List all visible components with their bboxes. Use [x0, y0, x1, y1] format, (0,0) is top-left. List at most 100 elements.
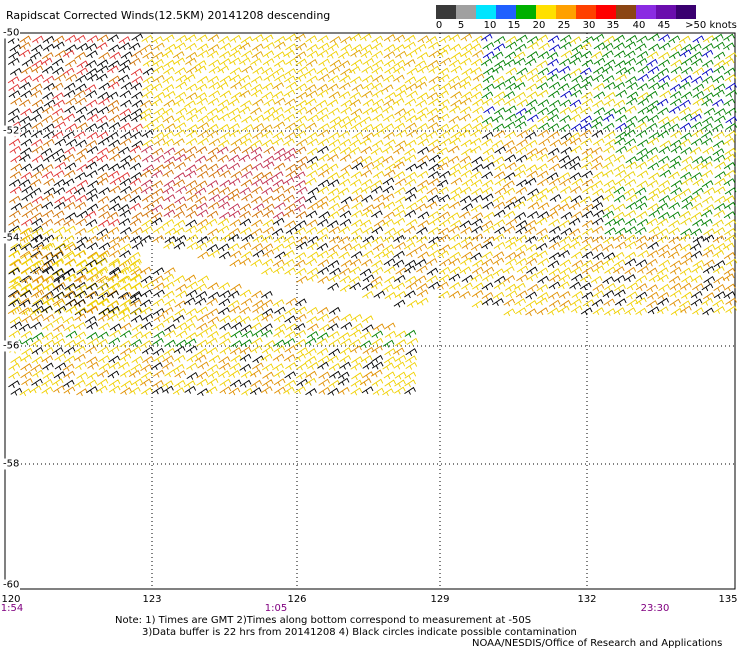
wind-barb: [406, 235, 418, 243]
wind-barb: [74, 298, 86, 307]
wind-barb: [701, 137, 713, 146]
wind-barb: [316, 89, 329, 98]
wind-barb: [426, 275, 438, 284]
wind-barb: [21, 377, 33, 386]
wind-barb: [571, 259, 584, 268]
wind-barb: [42, 346, 54, 355]
wind-barb: [152, 65, 165, 74]
wind-barb: [316, 67, 329, 76]
wind-barb: [471, 114, 484, 123]
wind-barb: [307, 187, 320, 196]
wind-barb: [417, 211, 430, 220]
wind-barb: [273, 113, 285, 122]
wind-barb: [216, 81, 229, 90]
wind-barb: [305, 370, 317, 379]
wind-barb: [669, 83, 682, 92]
wind-barb: [372, 243, 385, 252]
wind-barb: [414, 43, 427, 52]
wind-barb: [460, 43, 473, 51]
wind-barb: [41, 52, 54, 60]
wind-barb: [560, 90, 572, 99]
wind-barb: [261, 308, 274, 316]
wind-barb: [624, 258, 637, 267]
wind-barb: [690, 290, 703, 299]
wind-barb: [515, 107, 528, 116]
wind-barb: [19, 153, 31, 162]
wind-barb: [119, 193, 132, 202]
wind-barb: [185, 137, 198, 146]
wind-barb: [21, 337, 34, 346]
wind-barb: [316, 347, 329, 356]
wind-barb: [294, 329, 307, 338]
wind-barb: [601, 66, 614, 74]
wind-barb: [328, 315, 340, 324]
wind-barb: [416, 289, 429, 298]
wind-barb: [492, 233, 505, 242]
wind-barb: [152, 347, 165, 356]
wind-barb: [241, 50, 253, 59]
wind-barb: [130, 338, 142, 347]
wind-barb: [42, 131, 55, 139]
wind-barb: [670, 180, 683, 188]
map-title: Rapidscat Corrected Winds(12.5KM) 201412…: [6, 9, 331, 22]
wind-barb: [514, 298, 526, 307]
wind-barb: [97, 313, 110, 322]
wind-barb: [98, 242, 111, 251]
wind-barb: [350, 387, 363, 396]
wind-barb: [218, 370, 230, 379]
wind-barb: [461, 67, 473, 76]
wind-barb: [197, 122, 210, 130]
wind-barb: [714, 242, 726, 251]
wind-barb: [294, 73, 307, 82]
colorbar-tick: 45: [657, 20, 671, 31]
wind-barb: [294, 33, 306, 42]
wind-barb: [271, 171, 284, 180]
wind-barb: [679, 282, 692, 291]
wind-barb: [85, 99, 98, 108]
wind-barb: [296, 347, 309, 355]
lat-label: -58: [2, 458, 21, 470]
wind-barb: [76, 147, 89, 156]
wind-barb: [428, 163, 440, 172]
wind-barb: [261, 346, 274, 355]
wind-barb: [326, 163, 339, 172]
wind-barb: [504, 154, 517, 163]
wind-barb: [86, 113, 99, 122]
wind-barb: [381, 145, 394, 154]
wind-barb: [163, 241, 175, 250]
wind-barb: [241, 124, 254, 132]
wind-barb: [84, 210, 97, 219]
wind-barb: [10, 387, 23, 396]
wind-barb: [85, 90, 98, 98]
wind-barb: [98, 187, 111, 195]
wind-barb: [164, 227, 177, 236]
wind-barb: [30, 89, 43, 98]
wind-barb: [108, 385, 121, 394]
wind-barb: [713, 65, 725, 74]
wind-barb: [305, 226, 318, 235]
wind-barb: [592, 260, 604, 269]
wind-barb: [624, 178, 637, 187]
wind-barb: [570, 235, 583, 243]
wind-barb: [701, 169, 714, 178]
wind-barb: [647, 51, 659, 60]
wind-barb: [42, 193, 54, 202]
wind-barb: [316, 233, 329, 242]
wind-barb: [318, 386, 331, 395]
wind-barb: [362, 361, 375, 370]
wind-barb: [580, 274, 592, 283]
wind-barb: [119, 322, 132, 331]
wind-barb: [328, 244, 340, 253]
wind-barb: [41, 305, 53, 314]
wind-barb: [689, 242, 702, 251]
wind-barb: [382, 218, 395, 227]
wind-barb: [142, 121, 155, 130]
wind-barb: [437, 227, 450, 236]
wind-barb: [591, 115, 604, 124]
wind-barb: [218, 251, 231, 260]
wind-barb: [284, 241, 297, 250]
wind-barb: [283, 249, 295, 258]
wind-barb: [54, 362, 67, 371]
wind-barb: [382, 244, 395, 253]
colorbar-segment: [636, 5, 656, 19]
